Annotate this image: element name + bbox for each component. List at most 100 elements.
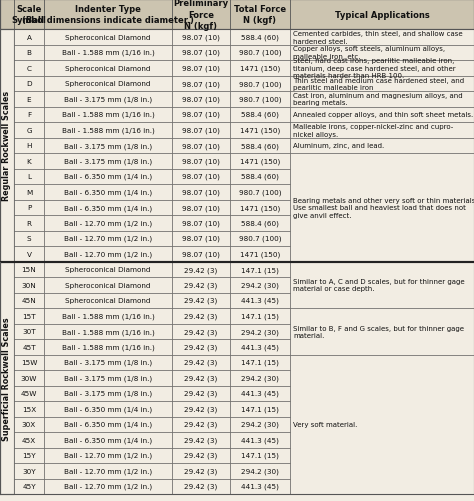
Text: V: V: [27, 251, 31, 257]
Bar: [172, 293, 230, 309]
Text: Scale
Symbol: Scale Symbol: [11, 5, 46, 25]
Text: Ball - 1.588 mm (1/16 in.): Ball - 1.588 mm (1/16 in.): [62, 344, 155, 350]
Text: 29.42 (3): 29.42 (3): [184, 282, 218, 289]
Text: Ball - 3.175 mm (1/8 in.): Ball - 3.175 mm (1/8 in.): [64, 96, 152, 103]
Text: 147.1 (15): 147.1 (15): [241, 313, 279, 319]
Text: Malleable irons, copper-nickel-zinc and cupro-
nickel alloys.: Malleable irons, copper-nickel-zinc and …: [293, 124, 453, 137]
Text: 294.2 (30): 294.2 (30): [241, 282, 279, 289]
Text: Ball - 3.175 mm (1/8 in.): Ball - 3.175 mm (1/8 in.): [64, 390, 152, 397]
Bar: [172, 401, 230, 417]
Bar: [44, 246, 172, 262]
Text: 588.4 (60): 588.4 (60): [241, 174, 279, 180]
Text: 441.3 (45): 441.3 (45): [241, 298, 279, 304]
Text: 588.4 (60): 588.4 (60): [241, 112, 279, 118]
Text: Spheroconical Diamond: Spheroconical Diamond: [65, 298, 151, 304]
Text: 294.2 (30): 294.2 (30): [241, 467, 279, 474]
Text: 45X: 45X: [22, 437, 36, 443]
Text: 30Y: 30Y: [22, 468, 36, 474]
Text: Ball - 12.70 mm (1/2 in.): Ball - 12.70 mm (1/2 in.): [64, 251, 152, 258]
Text: 294.2 (30): 294.2 (30): [241, 328, 279, 335]
Bar: [0, 0, 474, 30]
Text: 980.7 (100): 980.7 (100): [239, 81, 281, 87]
Text: 98.07 (10): 98.07 (10): [182, 127, 220, 134]
Text: 29.42 (3): 29.42 (3): [184, 467, 218, 474]
Text: E: E: [27, 97, 31, 103]
Text: 29.42 (3): 29.42 (3): [184, 421, 218, 428]
Bar: [14, 200, 44, 215]
Bar: [290, 107, 474, 123]
Text: 1471 (150): 1471 (150): [240, 127, 280, 134]
Bar: [44, 401, 172, 417]
Bar: [230, 417, 290, 432]
Bar: [44, 386, 172, 401]
Bar: [230, 61, 290, 76]
Bar: [290, 154, 474, 262]
Text: 1471 (150): 1471 (150): [240, 65, 280, 72]
Bar: [14, 478, 44, 494]
Text: 147.1 (15): 147.1 (15): [241, 267, 279, 273]
Bar: [230, 246, 290, 262]
Text: 980.7 (100): 980.7 (100): [239, 50, 281, 57]
Bar: [230, 478, 290, 494]
Text: 294.2 (30): 294.2 (30): [241, 421, 279, 428]
Bar: [44, 138, 172, 154]
Bar: [230, 138, 290, 154]
Bar: [172, 278, 230, 293]
Bar: [172, 169, 230, 185]
Bar: [230, 231, 290, 246]
Bar: [230, 309, 290, 324]
Text: 1471 (150): 1471 (150): [240, 251, 280, 258]
Text: Total Force
N (kgf): Total Force N (kgf): [234, 5, 286, 25]
Bar: [14, 61, 44, 76]
Text: 98.07 (10): 98.07 (10): [182, 65, 220, 72]
Text: Spheroconical Diamond: Spheroconical Diamond: [65, 267, 151, 273]
Text: Ball - 3.175 mm (1/8 in.): Ball - 3.175 mm (1/8 in.): [64, 158, 152, 165]
Text: Spheroconical Diamond: Spheroconical Diamond: [65, 66, 151, 72]
Text: Bearing metals and other very soft or thin materials.
Use smallest ball and heav: Bearing metals and other very soft or th…: [293, 197, 474, 218]
Bar: [44, 92, 172, 107]
Text: Spheroconical Diamond: Spheroconical Diamond: [65, 282, 151, 288]
Bar: [44, 107, 172, 123]
Bar: [0, 30, 14, 262]
Bar: [44, 370, 172, 386]
Text: 98.07 (10): 98.07 (10): [182, 158, 220, 165]
Bar: [172, 107, 230, 123]
Bar: [14, 417, 44, 432]
Text: 29.42 (3): 29.42 (3): [184, 328, 218, 335]
Bar: [14, 262, 44, 278]
Bar: [172, 231, 230, 246]
Bar: [172, 154, 230, 169]
Bar: [14, 370, 44, 386]
Bar: [230, 262, 290, 278]
Text: Aluminum, zinc, and lead.: Aluminum, zinc, and lead.: [293, 143, 384, 149]
Bar: [290, 92, 474, 107]
Bar: [14, 107, 44, 123]
Bar: [14, 138, 44, 154]
Bar: [14, 215, 44, 231]
Text: 15N: 15N: [22, 267, 36, 273]
Bar: [44, 154, 172, 169]
Text: 98.07 (10): 98.07 (10): [182, 204, 220, 211]
Bar: [44, 231, 172, 246]
Bar: [172, 200, 230, 215]
Bar: [14, 324, 44, 339]
Text: 98.07 (10): 98.07 (10): [182, 143, 220, 149]
Text: 29.42 (3): 29.42 (3): [184, 267, 218, 273]
Bar: [172, 61, 230, 76]
Bar: [230, 185, 290, 200]
Bar: [44, 30, 172, 46]
Text: 98.07 (10): 98.07 (10): [182, 174, 220, 180]
Text: 29.42 (3): 29.42 (3): [184, 437, 218, 443]
Text: 30N: 30N: [22, 282, 36, 288]
Bar: [14, 447, 44, 463]
Text: 588.4 (60): 588.4 (60): [241, 143, 279, 149]
Bar: [172, 30, 230, 46]
Text: Ball - 1.588 mm (1/16 in.): Ball - 1.588 mm (1/16 in.): [62, 313, 155, 319]
Text: 29.42 (3): 29.42 (3): [184, 406, 218, 412]
Bar: [230, 107, 290, 123]
Text: Superficial Rockwell Scales: Superficial Rockwell Scales: [2, 316, 11, 440]
Text: 98.07 (10): 98.07 (10): [182, 189, 220, 195]
Bar: [230, 401, 290, 417]
Text: Thin steel and medium case hardened steel, and
pearlitic malleable iron: Thin steel and medium case hardened stee…: [293, 77, 464, 91]
Bar: [44, 169, 172, 185]
